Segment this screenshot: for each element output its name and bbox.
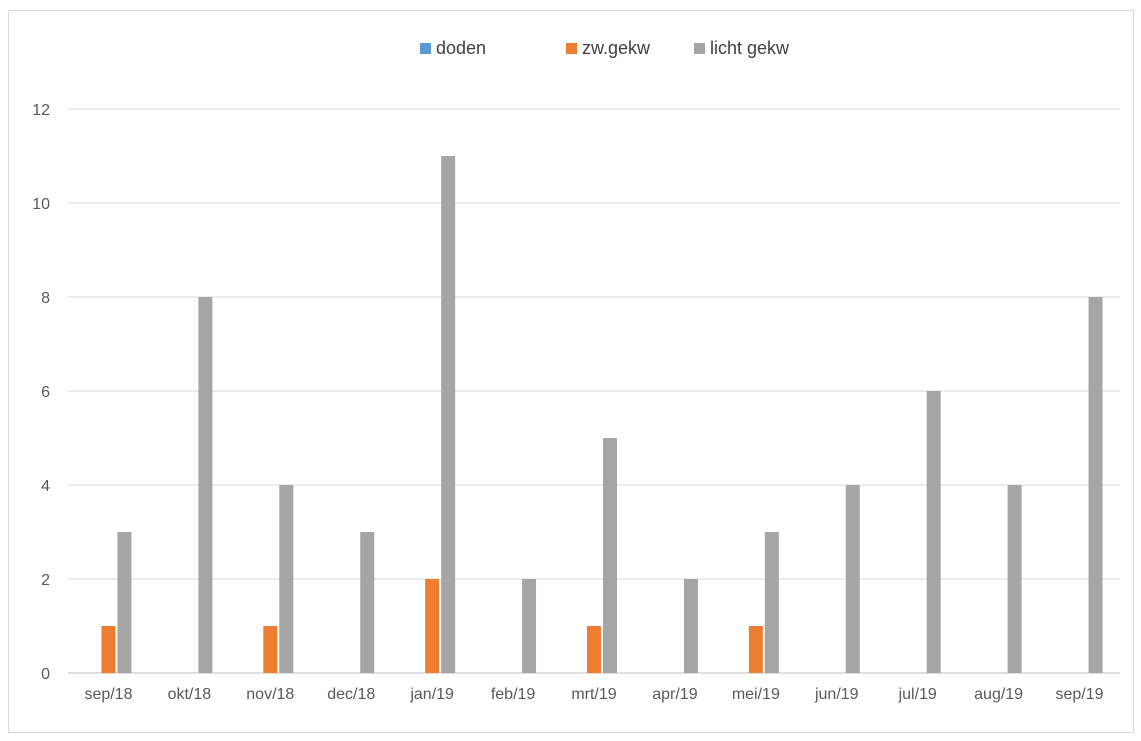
legend-swatch xyxy=(420,43,431,54)
gridlines xyxy=(68,108,1120,674)
x-tick-label: aug/19 xyxy=(974,686,1023,703)
bar-zw-gekw-8 xyxy=(748,626,763,673)
x-tick-label: mrt/19 xyxy=(571,686,616,703)
bar-licht-gekw-11 xyxy=(1007,485,1022,673)
legend-label: zw.gekw xyxy=(582,38,651,58)
y-tick-label: 12 xyxy=(32,102,50,119)
x-axis-ticks: sep/18 okt/18 nov/18 dec/18 jan/19 feb/19 mrt/… xyxy=(84,686,1103,703)
bar-licht-gekw-6 xyxy=(603,438,617,673)
y-axis-ticks: 0 2 4 6 8 10 12 xyxy=(32,102,50,683)
x-tick-label: nov/18 xyxy=(246,686,294,703)
bar-licht-gekw-7 xyxy=(683,579,698,673)
bar-licht-gekw-8 xyxy=(764,532,779,673)
x-tick-label: sep/19 xyxy=(1056,686,1104,703)
x-tick-label: jul/19 xyxy=(898,686,937,703)
legend: doden zw.gekw licht gekw xyxy=(420,38,790,58)
chart-frame xyxy=(8,10,1134,733)
y-tick-label: 2 xyxy=(41,572,50,589)
legend-label: doden xyxy=(436,38,486,58)
x-tick-label: jan/19 xyxy=(409,686,454,703)
x-tick-label: mei/19 xyxy=(732,686,780,703)
legend-swatch xyxy=(566,43,577,54)
bar-licht-gekw-10 xyxy=(926,391,941,673)
bar-licht-gekw-2 xyxy=(279,485,294,673)
bar-licht-gekw-0 xyxy=(117,532,132,673)
bar-licht-gekw-12 xyxy=(1088,297,1103,673)
x-tick-label: okt/18 xyxy=(168,686,212,703)
bar-licht-gekw-3 xyxy=(360,532,375,673)
y-tick-label: 0 xyxy=(41,666,50,683)
x-tick-label: dec/18 xyxy=(327,686,375,703)
bar-zw-gekw-2 xyxy=(263,626,278,673)
bar-licht-gekw-4 xyxy=(441,156,456,673)
bar-licht-gekw-9 xyxy=(845,485,860,673)
bar-licht-gekw-1 xyxy=(198,297,213,673)
x-tick-label: feb/19 xyxy=(491,686,536,703)
y-tick-label: 4 xyxy=(41,478,50,495)
y-tick-label: 6 xyxy=(41,384,50,401)
legend-swatch xyxy=(694,43,705,54)
bars xyxy=(101,156,1103,673)
bar-zw-gekw-0 xyxy=(101,626,116,673)
bar-licht-gekw-5 xyxy=(522,579,537,673)
x-tick-label: apr/19 xyxy=(652,686,697,703)
bar-zw-gekw-4 xyxy=(425,579,440,673)
y-tick-label: 10 xyxy=(32,196,50,213)
legend-label: licht gekw xyxy=(710,38,790,58)
y-tick-label: 8 xyxy=(41,290,50,307)
x-tick-label: jun/19 xyxy=(814,686,859,703)
bar-zw-gekw-6 xyxy=(587,626,601,673)
x-tick-label: sep/18 xyxy=(84,686,132,703)
